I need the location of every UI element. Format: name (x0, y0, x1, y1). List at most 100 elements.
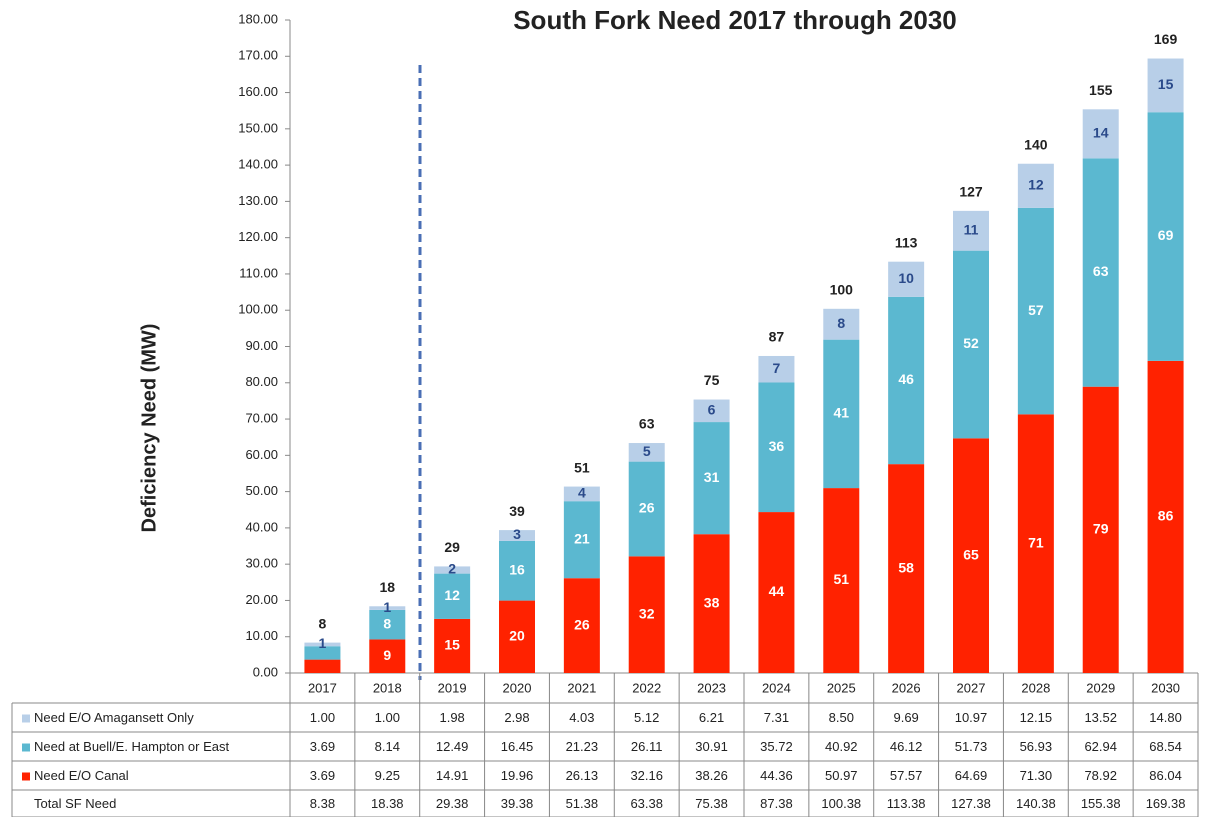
y-tick-label: 150.00 (238, 120, 278, 135)
y-axis-label: Deficiency Need (MW) (138, 324, 160, 533)
bar-segment (1147, 360, 1184, 673)
table-cell: 63.38 (630, 796, 663, 811)
data-label: 14 (1093, 125, 1109, 141)
data-label: 21 (574, 530, 590, 546)
x-tick-label: 2017 (308, 680, 337, 695)
data-label: 26 (639, 500, 655, 516)
data-label: 10 (898, 270, 914, 286)
total-label: 127 (959, 184, 983, 200)
table-cell: 100.38 (821, 796, 861, 811)
bar-segment (369, 639, 406, 673)
y-tick-label: 160.00 (238, 84, 278, 99)
table-cell: 169.38 (1146, 796, 1186, 811)
data-label: 1 (319, 635, 327, 651)
row-label: Total SF Need (34, 796, 116, 811)
bar-segment (888, 261, 925, 297)
legend-swatch (22, 743, 30, 752)
table-cell: 113.38 (887, 796, 926, 811)
table-cell: 12.15 (1020, 710, 1053, 725)
table-cell: 44.36 (760, 768, 793, 783)
table-cell: 29.38 (436, 796, 469, 811)
x-tick-label: 2022 (632, 680, 661, 695)
x-tick-label: 2027 (957, 680, 986, 695)
table-cell: 26.13 (566, 768, 599, 783)
data-label: 57 (1028, 302, 1044, 318)
data-label: 58 (898, 559, 914, 575)
data-label: 46 (898, 371, 914, 387)
table-cell: 4.03 (569, 710, 594, 725)
bar-segment (304, 642, 341, 647)
x-tick-label: 2024 (762, 680, 791, 695)
table-cell: 8.38 (310, 796, 335, 811)
table-cell: 13.52 (1084, 710, 1117, 725)
data-label: 65 (963, 546, 979, 562)
data-label: 15 (1158, 76, 1174, 92)
table-cell: 155.38 (1081, 796, 1121, 811)
bar-segment (953, 210, 989, 251)
table-cell: 12.49 (436, 739, 469, 754)
total-label: 39 (509, 503, 525, 519)
table-cell: 87.38 (760, 796, 793, 811)
x-tick-label: 2029 (1086, 680, 1115, 695)
y-tick-label: 40.00 (245, 519, 278, 534)
bar-segment (758, 512, 795, 673)
bar-segment (693, 534, 730, 673)
data-label: 12 (1028, 176, 1044, 192)
bar-segment (1017, 163, 1054, 208)
table-cell: 39.38 (501, 796, 534, 811)
x-tick-label: 2025 (827, 680, 856, 695)
total-label: 75 (704, 372, 720, 388)
y-tick-label: 110.00 (239, 265, 278, 280)
chart-title: South Fork Need 2017 through 2030 (513, 5, 957, 35)
bar-segment (888, 296, 925, 465)
table-cell: 56.93 (1020, 739, 1053, 754)
x-tick-label: 2023 (697, 680, 726, 695)
table-cell: 64.69 (955, 768, 988, 783)
table-cell: 9.69 (893, 710, 918, 725)
table-cell: 8.50 (829, 710, 854, 725)
table-cell: 14.91 (436, 768, 469, 783)
table-cell: 51.73 (955, 739, 988, 754)
data-label: 52 (963, 335, 979, 351)
y-tick-label: 70.00 (245, 410, 278, 425)
data-label: 51 (833, 571, 849, 587)
bar-segment (628, 556, 665, 673)
bar-segment (434, 566, 471, 574)
bar-segment (499, 600, 535, 673)
table-cell: 62.94 (1084, 739, 1117, 754)
bar-segment (304, 646, 341, 660)
data-label: 16 (509, 561, 525, 577)
table-cell: 21.23 (566, 739, 599, 754)
bar-segment (628, 461, 665, 557)
bar-segment (499, 530, 535, 541)
data-label: 69 (1158, 227, 1174, 243)
table-cell: 30.91 (695, 739, 728, 754)
bar-segment (1082, 158, 1119, 387)
table-cell: 2.98 (504, 710, 529, 725)
y-tick-label: 100.00 (238, 302, 278, 317)
bar-segment (953, 438, 989, 673)
x-tick-label: 2026 (892, 680, 921, 695)
x-tick-label: 2020 (503, 680, 532, 695)
table-cell: 50.97 (825, 768, 858, 783)
total-label: 100 (830, 282, 854, 298)
bar-segment (953, 250, 989, 439)
bar-segment (1017, 414, 1054, 673)
table-cell: 6.21 (699, 710, 724, 725)
data-label: 7 (773, 360, 781, 376)
x-tick-label: 2018 (373, 680, 402, 695)
total-label: 51 (574, 459, 590, 475)
bar-segment (693, 422, 730, 535)
data-label: 26 (574, 616, 590, 632)
data-label: 15 (444, 637, 460, 653)
total-label: 29 (444, 539, 460, 555)
bar-segment (369, 609, 406, 640)
total-label: 18 (379, 579, 395, 595)
data-label: 6 (708, 402, 716, 418)
y-tick-label: 180.00 (238, 11, 278, 26)
data-label: 8 (837, 315, 845, 331)
x-tick-label: 2021 (567, 680, 596, 695)
table-cell: 3.69 (310, 739, 335, 754)
data-label: 20 (509, 627, 525, 643)
